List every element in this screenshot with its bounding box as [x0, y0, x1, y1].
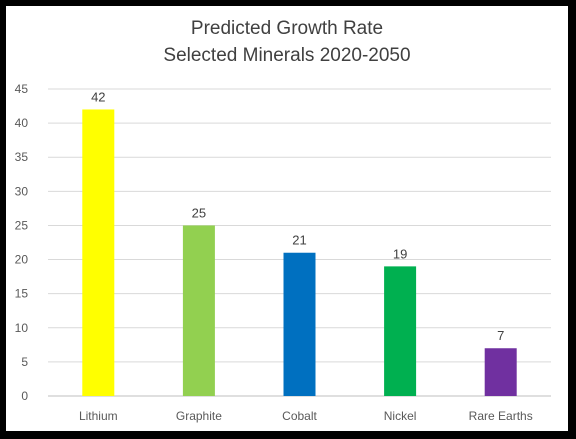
bar-lithium: [82, 109, 115, 396]
chart-title-line-2: Selected Minerals 2020-2050: [163, 45, 411, 66]
bar-chart: 0 5 10 15 20 25 30 35 40 45 42 Lithium 25 Graphite 21 C…: [15, 82, 551, 423]
y-tick-label: 10: [15, 321, 29, 335]
category-label: Cobalt: [282, 409, 317, 423]
category-label: Nickel: [384, 409, 417, 423]
category-label: Lithium: [79, 409, 118, 423]
y-tick-label: 45: [15, 82, 29, 96]
category-label: Rare Earths: [469, 409, 533, 423]
category-label: Graphite: [176, 409, 222, 423]
chart-title: Predicted Growth Rate Selected Minerals …: [6, 15, 568, 69]
chart-title-line-1: Predicted Growth Rate: [190, 18, 384, 39]
bar-graphite: [182, 225, 215, 396]
data-label: 21: [292, 233, 306, 248]
y-tick-label: 30: [15, 184, 29, 198]
chart-frame: Predicted Growth Rate Selected Minerals …: [6, 6, 568, 431]
bar-rare-earths: [484, 348, 517, 396]
y-tick-label: 35: [15, 150, 29, 164]
y-tick-label: 15: [15, 287, 29, 301]
data-label: 19: [393, 246, 407, 261]
data-label: 42: [91, 89, 105, 104]
y-tick-label: 0: [21, 389, 28, 403]
y-tick-label: 5: [21, 355, 28, 369]
data-label: 25: [192, 205, 206, 220]
y-tick-label: 25: [15, 218, 29, 232]
data-label: 7: [497, 328, 504, 343]
y-tick-label: 40: [15, 116, 29, 130]
bar-cobalt: [283, 252, 316, 396]
bar-nickel: [384, 266, 417, 396]
y-tick-label: 20: [15, 253, 29, 267]
